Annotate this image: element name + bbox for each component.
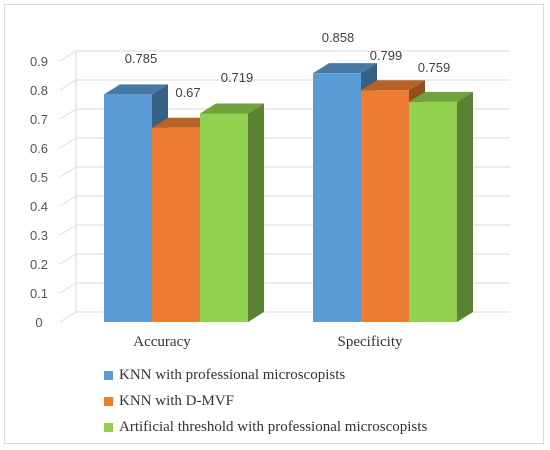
- gridline-connector: [59, 282, 77, 294]
- y-tick-label: 0: [35, 315, 42, 330]
- gridline-connector: [59, 79, 77, 91]
- data-label: 0.785: [125, 51, 158, 66]
- bar-top-face: [361, 80, 425, 91]
- legend-item: KNN with professional microscopists: [104, 362, 427, 388]
- legend-label: KNN with D-MVF: [119, 392, 235, 409]
- bar: [104, 94, 152, 322]
- legend-swatch-orange: [104, 396, 113, 406]
- gridline-connector: [59, 253, 77, 265]
- gridline-connector: [59, 50, 77, 62]
- bar: [200, 113, 248, 323]
- y-tick-label: 0.2: [30, 257, 48, 272]
- y-tick-label: 0.5: [30, 170, 48, 185]
- legend-swatch-green: [104, 422, 113, 432]
- bar: [152, 127, 200, 322]
- legend-item: KNN with D-MVF: [104, 388, 427, 414]
- legend-label: KNN with professional microscopists: [119, 366, 346, 383]
- y-tick-label: 0.7: [30, 112, 48, 127]
- legend-label: Artificial threshold with professional m…: [119, 418, 428, 435]
- gridline-connector: [59, 108, 77, 120]
- gridline-connector: [59, 137, 77, 149]
- gridline-connector: [59, 166, 77, 178]
- y-tick-label: 0.9: [30, 54, 48, 69]
- data-label: 0.858: [322, 30, 355, 45]
- legend: KNN with professional microscopists KNN …: [104, 362, 427, 440]
- bar-side-face: [248, 103, 264, 323]
- y-tick-label: 0.1: [30, 286, 48, 301]
- bar: [313, 73, 361, 323]
- bars-layer: [104, 63, 473, 323]
- bar-top-face: [200, 103, 264, 114]
- y-tick-label: 0.6: [30, 141, 48, 156]
- bar-top-face: [313, 63, 377, 74]
- y-tick-label: 0.8: [30, 83, 48, 98]
- x-category-label: Specificity: [338, 334, 403, 350]
- bar: [409, 101, 457, 322]
- gridline-connector: [59, 311, 77, 323]
- legend-swatch-blue: [104, 370, 113, 380]
- legend-item: Artificial threshold with professional m…: [104, 414, 427, 440]
- data-label: 0.67: [175, 85, 200, 100]
- y-tick-label: 0.3: [30, 228, 48, 243]
- data-label: 0.799: [370, 48, 403, 63]
- bar: [361, 90, 409, 322]
- bar-top-face: [409, 91, 473, 102]
- gridline-connector: [59, 224, 77, 236]
- gridline-connector: [59, 195, 77, 207]
- bar-side-face: [457, 91, 473, 322]
- data-label: 0.719: [221, 70, 254, 85]
- bar-top-face: [104, 84, 168, 95]
- x-category-label: Accuracy: [133, 334, 191, 350]
- data-label: 0.759: [418, 60, 451, 75]
- y-tick-label: 0.4: [30, 199, 48, 214]
